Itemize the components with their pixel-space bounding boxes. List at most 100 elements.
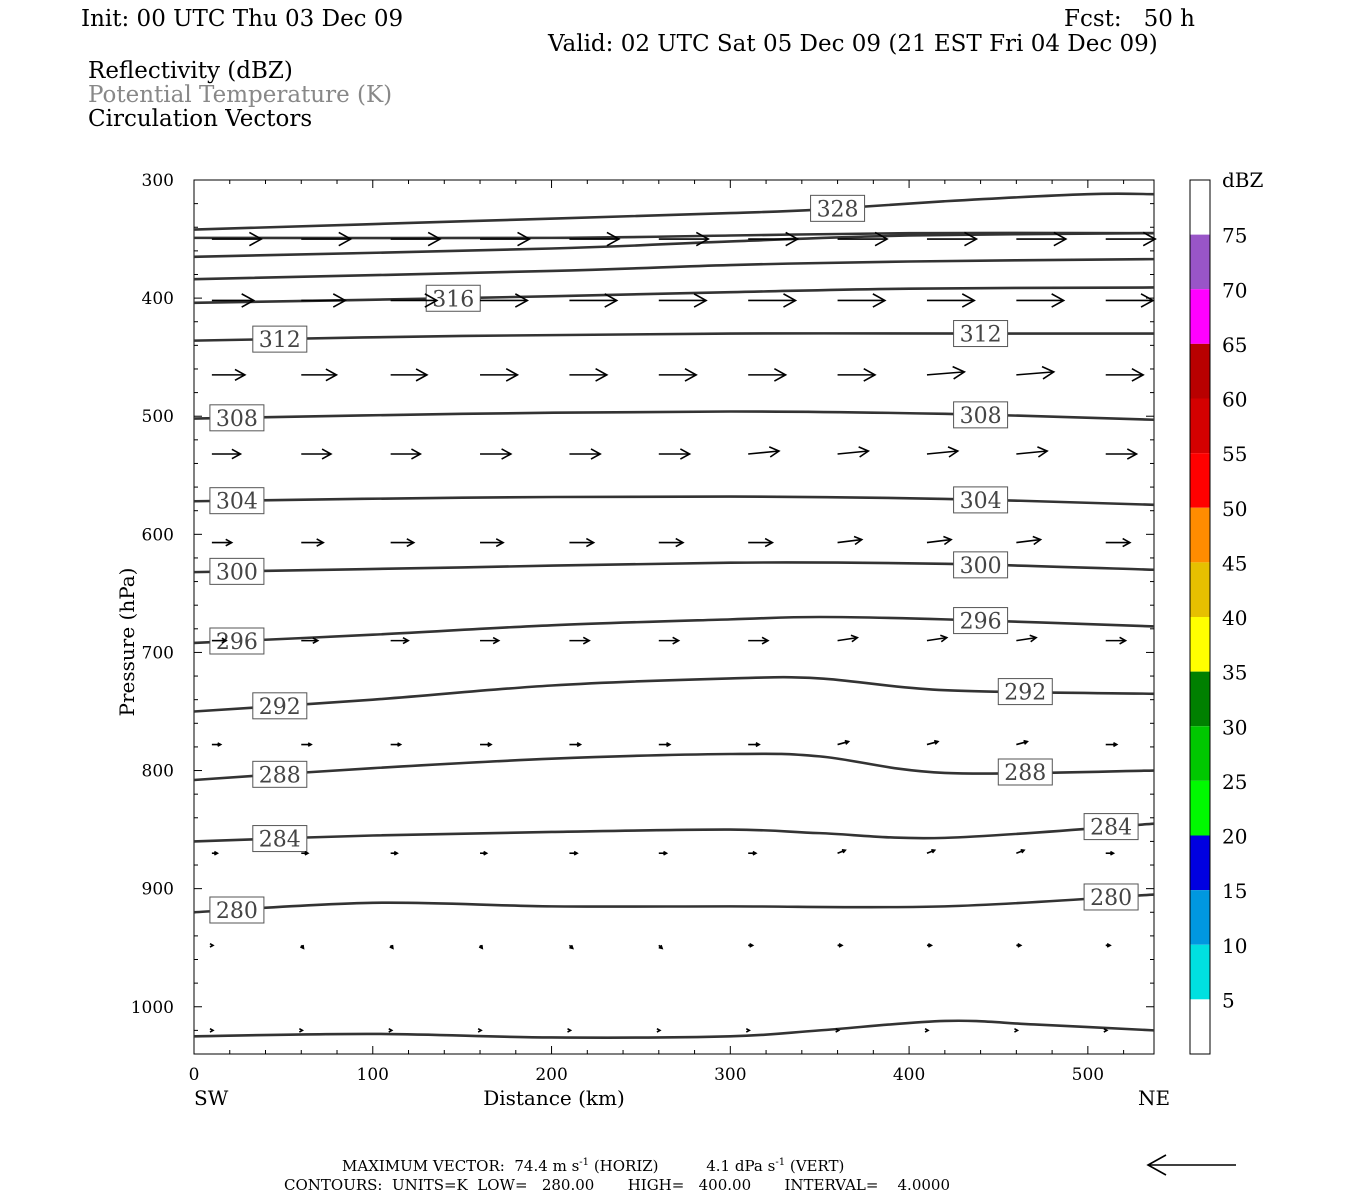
colorbar-swatch — [1190, 180, 1210, 235]
vector-head — [693, 293, 708, 308]
circulation-vector — [924, 1028, 930, 1033]
circulation-vector — [748, 231, 800, 247]
circulation-vector — [390, 850, 399, 856]
circulation-vector — [1105, 742, 1119, 748]
theta-label-box — [425, 284, 481, 312]
colorbar-swatch — [1190, 398, 1210, 454]
theta-label: 304 — [960, 489, 1002, 514]
x-tick-label: 300 — [714, 1065, 746, 1085]
theta-label: 308 — [216, 407, 258, 432]
vector-head — [933, 739, 940, 745]
x-axis-right-end-label: NE — [1138, 1086, 1170, 1110]
circulation-vector — [1105, 850, 1116, 856]
theta-label: 284 — [1090, 816, 1132, 841]
circulation-vector — [211, 368, 247, 382]
vector-head — [773, 368, 788, 382]
vector-shaft — [926, 740, 939, 746]
vector-head — [663, 850, 669, 856]
vector-head — [209, 942, 215, 948]
horiz-value: 74.4 — [514, 1157, 548, 1175]
vector-head — [1142, 231, 1157, 247]
vector-head — [1122, 537, 1132, 548]
circulation-vector — [748, 537, 775, 548]
colorbar-frame — [1189, 179, 1211, 1055]
vector-head — [874, 231, 889, 247]
circulation-vector — [390, 637, 410, 645]
circulation-vector — [390, 231, 442, 247]
circulation-vector — [569, 850, 579, 856]
circulation-vector — [1105, 942, 1112, 948]
vector-head — [505, 368, 520, 382]
circulation-vector — [569, 368, 609, 382]
vector-head — [325, 368, 339, 382]
vector-head — [231, 448, 243, 460]
vector-head — [785, 231, 800, 247]
circulation-vector — [301, 293, 347, 308]
theta-label: 280 — [216, 899, 258, 924]
vector-head — [427, 231, 442, 247]
vector-head — [487, 742, 493, 748]
field-label-circulation-vectors: Circulation Vectors — [88, 106, 313, 132]
circulation-vector — [748, 636, 770, 645]
circulation-vector — [211, 448, 243, 460]
circulation-vector — [211, 742, 223, 747]
theta-label: 300 — [960, 554, 1002, 579]
field-label-reflectivity: Reflectivity (dBZ) — [88, 58, 293, 84]
theta-contour-line — [193, 286, 1155, 305]
circulation-vector — [301, 637, 320, 645]
vector-shaft — [837, 636, 858, 642]
colorbar-level-label: 30 — [1222, 715, 1247, 739]
vector-head — [298, 1028, 305, 1033]
colorbar-level-label: 65 — [1222, 333, 1247, 357]
vector-head — [585, 537, 596, 548]
theta-label-box — [1083, 883, 1139, 911]
vector-head — [764, 537, 775, 548]
circulation-vector — [658, 368, 698, 382]
circulation-vector — [480, 538, 505, 548]
circulation-vector — [658, 448, 692, 460]
theta-contour-line — [193, 332, 1154, 342]
vector-head — [1017, 942, 1023, 948]
circulation-vector — [301, 850, 310, 856]
vector-head — [388, 1028, 394, 1033]
circulation-vector — [745, 1028, 751, 1033]
theta-label-box — [953, 401, 1009, 429]
vector-head — [501, 448, 513, 460]
circulation-vector — [658, 850, 669, 856]
circulation-vector — [211, 231, 264, 247]
vector-shaft — [837, 740, 849, 746]
theta-label-box — [953, 486, 1009, 514]
vector-head — [576, 742, 583, 748]
circulation-vector — [1016, 231, 1068, 247]
vector-head — [761, 636, 770, 645]
vector-head — [783, 293, 798, 308]
vector-head — [656, 1028, 662, 1033]
vector-head — [1131, 368, 1145, 382]
circulation-vector — [837, 446, 871, 458]
vector-head — [411, 448, 423, 460]
vector-shaft — [926, 538, 952, 544]
colorbar-level-label: 15 — [1222, 879, 1247, 903]
vector-head — [213, 850, 220, 856]
theta-label-box — [1083, 813, 1139, 841]
theta-label-box — [953, 320, 1009, 348]
vector-head — [768, 446, 781, 458]
vector-head — [1023, 739, 1029, 745]
vector-head — [1029, 634, 1038, 643]
circulation-vector — [211, 637, 228, 644]
colorbar-level-label: 10 — [1222, 934, 1247, 958]
vector-head — [927, 942, 934, 948]
vert-unit: dPa s — [734, 1157, 776, 1175]
circulation-vector — [301, 368, 339, 382]
vector-head — [841, 848, 847, 854]
y-tick-label: 900 — [142, 880, 174, 900]
theta-label: 284 — [259, 828, 301, 853]
vector-head — [752, 850, 758, 856]
vector-head — [590, 448, 602, 460]
circulation-vector — [569, 231, 621, 247]
theta-label-box — [252, 325, 308, 353]
colorbar-level-label: 75 — [1222, 224, 1247, 248]
theta-label-box — [209, 404, 265, 432]
circulation-vector — [1105, 537, 1132, 548]
circulation-vector — [1014, 1028, 1020, 1033]
